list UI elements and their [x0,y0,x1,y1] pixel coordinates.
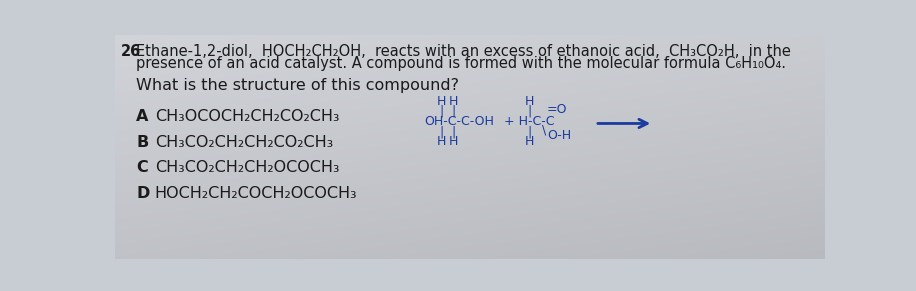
Text: H: H [525,135,534,148]
Text: Ethane-1,2-diol,  HOCH₂CH₂OH,  reacts with an excess of ethanoic acid,  CH₃CO₂H,: Ethane-1,2-diol, HOCH₂CH₂OH, reacts with… [136,44,791,59]
Text: H: H [449,135,458,148]
Text: B: B [136,135,148,150]
Text: 26: 26 [121,44,141,59]
Text: CH₃CO₂CH₂CH₂CO₂CH₃: CH₃CO₂CH₂CH₂CO₂CH₃ [155,135,333,150]
Text: |: | [527,125,531,138]
Text: |: | [440,105,444,118]
Text: |: | [452,105,455,118]
Text: H: H [437,135,447,148]
Text: D: D [136,186,149,201]
Text: H: H [449,95,458,108]
Text: + H-C-C: + H-C-C [504,115,554,128]
Text: presence of an acid catalyst. A compound is formed with the molecular formula C₆: presence of an acid catalyst. A compound… [136,56,786,72]
Text: C: C [136,160,148,175]
Text: |: | [527,105,531,118]
Text: HOCH₂CH₂COCH₂OCOCH₃: HOCH₂CH₂COCH₂OCOCH₃ [155,186,357,201]
Text: H: H [437,95,447,108]
Text: |: | [452,125,455,138]
Text: What is the structure of this compound?: What is the structure of this compound? [136,78,459,93]
Text: CH₃OCOCH₂CH₂CO₂CH₃: CH₃OCOCH₂CH₂CO₂CH₃ [155,109,339,124]
Text: |: | [440,125,444,138]
Text: CH₃CO₂CH₂CH₂OCOCH₃: CH₃CO₂CH₂CH₂OCOCH₃ [155,160,339,175]
Text: A: A [136,109,148,124]
Text: =O: =O [546,103,567,116]
Text: OH-C-C-OH: OH-C-C-OH [424,115,495,128]
Text: \: \ [541,123,546,136]
Text: O-H: O-H [547,129,571,142]
Text: H: H [525,95,534,108]
